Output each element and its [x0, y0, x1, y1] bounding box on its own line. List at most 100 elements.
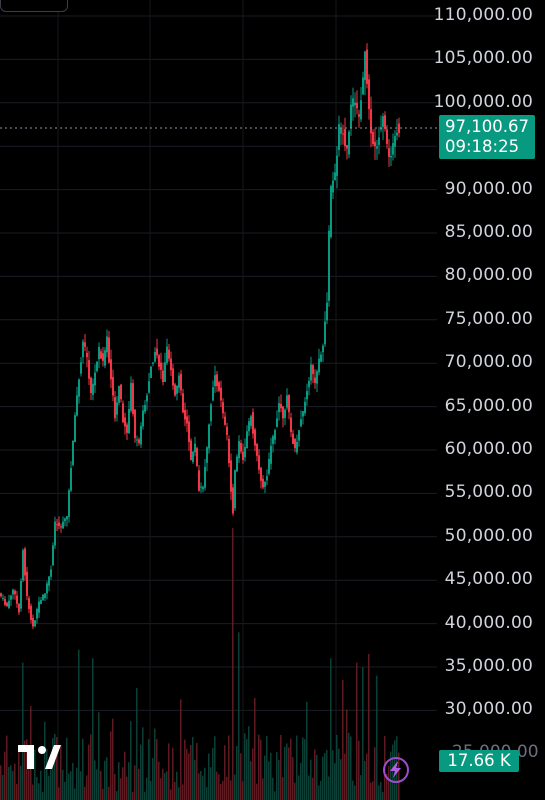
candle-body	[52, 545, 54, 566]
volume-bar	[312, 777, 314, 800]
candle-body	[152, 362, 154, 364]
candle-body	[332, 180, 334, 193]
candle-body	[266, 476, 268, 481]
volume-bar	[72, 762, 74, 800]
volume-bar	[150, 781, 152, 800]
candle-body	[134, 409, 136, 439]
volume-bar	[166, 771, 168, 800]
volume-bar	[116, 791, 118, 800]
volume-bar	[54, 733, 56, 800]
volume-bar	[376, 675, 378, 800]
volume-bar	[298, 775, 300, 800]
volume-bar	[386, 773, 388, 800]
candle-body	[324, 321, 326, 345]
candle-body	[346, 145, 348, 149]
candle-body	[164, 362, 166, 382]
candle-body	[212, 387, 214, 401]
candle-body	[104, 350, 106, 366]
volume-bar	[50, 769, 52, 800]
candle-body	[176, 386, 178, 394]
candle-body	[348, 131, 350, 155]
current-price-label: 97,100.67	[445, 117, 529, 136]
candle-body	[216, 374, 218, 387]
volume-bar	[296, 735, 298, 800]
candle-body	[66, 516, 68, 520]
volume-bar	[196, 743, 198, 800]
volume-bar	[174, 781, 176, 800]
volume-bar	[362, 667, 364, 800]
candle-body	[236, 456, 238, 472]
candle-body	[114, 397, 116, 419]
candle-body	[226, 426, 228, 435]
volume-bar	[218, 774, 220, 800]
volume-bar	[200, 770, 202, 800]
volume-bar	[262, 778, 264, 800]
volume-layer	[0, 528, 400, 800]
volume-bar	[10, 765, 12, 800]
volume-bar	[236, 745, 238, 800]
volume-bar	[310, 759, 312, 800]
volume-bar	[134, 765, 136, 800]
y-tick-label: 30,000.00	[444, 699, 533, 720]
candle-body	[24, 548, 26, 576]
candle-body	[20, 580, 22, 609]
candle-body	[208, 424, 210, 449]
volume-bar	[112, 718, 114, 800]
candle-body	[282, 406, 284, 419]
candle-body	[326, 302, 328, 321]
top-toolbar-button[interactable]	[0, 0, 68, 12]
candle-body	[30, 605, 32, 620]
volume-bar	[190, 744, 192, 800]
volume-bar	[62, 769, 64, 800]
volume-bar	[344, 753, 346, 800]
candle-body	[368, 79, 370, 110]
candle-body	[64, 518, 66, 522]
y-tick-label: 60,000.00	[444, 439, 533, 459]
volume-bar	[252, 748, 254, 800]
volume-bar	[98, 712, 100, 800]
volume-bar	[136, 688, 138, 800]
candle-body	[278, 403, 280, 413]
candle-body	[284, 409, 286, 418]
candle-body	[188, 421, 190, 443]
candle-body	[82, 341, 84, 358]
volume-bar	[340, 759, 342, 800]
candle-body	[48, 576, 50, 586]
candle-body	[106, 336, 108, 353]
bolt-button[interactable]	[383, 757, 409, 783]
volume-bar	[66, 737, 68, 800]
candle-body	[342, 133, 344, 135]
candle-body	[232, 487, 234, 514]
candle-body	[10, 595, 12, 600]
candle-body	[396, 132, 398, 136]
candle-body	[286, 395, 288, 408]
volume-bar	[156, 739, 158, 800]
candle-body	[140, 425, 142, 445]
volume-bar	[354, 785, 356, 800]
candle-body	[248, 421, 250, 432]
volume-bar	[292, 757, 294, 800]
y-tick-label: 90,000.00	[444, 178, 533, 199]
candle-body	[364, 51, 366, 81]
volume-bar	[180, 699, 182, 800]
volume-bar	[146, 777, 148, 800]
candle-body	[384, 115, 386, 129]
volume-bar	[276, 751, 278, 800]
volume-tag: 17.66 K	[439, 750, 519, 772]
candle-body	[86, 352, 88, 358]
candle-body	[366, 49, 368, 84]
candle-body	[314, 377, 316, 383]
volume-bar	[36, 776, 38, 800]
volume-bar	[202, 775, 204, 800]
volume-bar	[254, 697, 256, 800]
volume-bar	[44, 721, 46, 800]
candle-body	[218, 382, 220, 391]
volume-bar	[12, 770, 14, 800]
volume-bar	[206, 787, 208, 800]
volume-bar	[198, 773, 200, 800]
volume-bar	[286, 743, 288, 800]
volume-bar	[208, 753, 210, 800]
volume-bar	[114, 774, 116, 800]
